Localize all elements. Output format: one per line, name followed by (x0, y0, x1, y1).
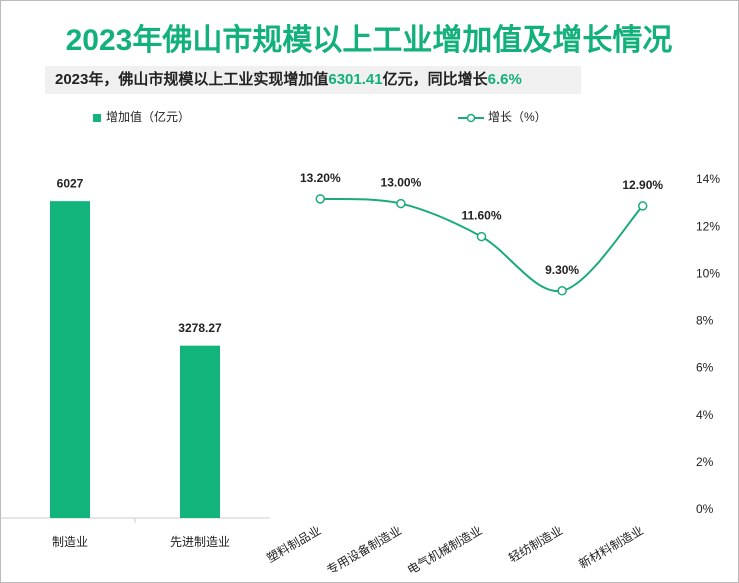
legend-swatch (93, 114, 101, 122)
y2-tick-label: 0% (696, 502, 714, 516)
subtitle-part: 2023年，佛山市规模以上工业实现增加值 (55, 70, 328, 88)
legend-label: 增加值（亿元） (106, 109, 190, 124)
x-tick-label: 制造业 (52, 535, 88, 549)
subtitle-box (45, 66, 581, 94)
data-label: 13.20% (300, 171, 341, 185)
data-label: 3278.27 (178, 321, 222, 335)
y2-tick-label: 6% (696, 361, 714, 375)
data-label: 6027 (57, 176, 84, 190)
legend-label: 增长（%） (488, 110, 547, 124)
subtitle-part: 6.6% (488, 71, 522, 88)
bar (50, 201, 90, 519)
y2-tick-label: 2% (696, 455, 714, 469)
legend-marker (466, 113, 476, 123)
y2-tick-label: 12% (696, 219, 720, 233)
point (396, 198, 406, 209)
data-label: 13.00% (381, 176, 422, 190)
point (637, 201, 648, 211)
point (315, 194, 326, 204)
y2-tick-label: 10% (696, 266, 720, 280)
bar (180, 345, 220, 518)
data-label: 11.60% (461, 209, 501, 223)
y2-tick-label: 8% (696, 314, 714, 328)
point (557, 286, 567, 296)
y2-tick-label: 14% (696, 172, 720, 186)
subtitle: 2023年，佛山市规模以上工业实现增加值6301.41亿元，同比增长6.6% (55, 70, 522, 88)
y2-tick-label: 4% (696, 408, 714, 422)
subtitle-part: 6301.41 (328, 71, 382, 88)
chart-title: 2023年佛山市规模以上工业增加值及增长情况 (66, 23, 673, 57)
point (476, 231, 487, 242)
x-tick-label: 先进制造业 (170, 535, 230, 549)
data-label: 9.30% (545, 263, 579, 277)
subtitle-part: 亿元，同比增长 (383, 70, 489, 88)
data-label: 12.90% (622, 178, 663, 192)
